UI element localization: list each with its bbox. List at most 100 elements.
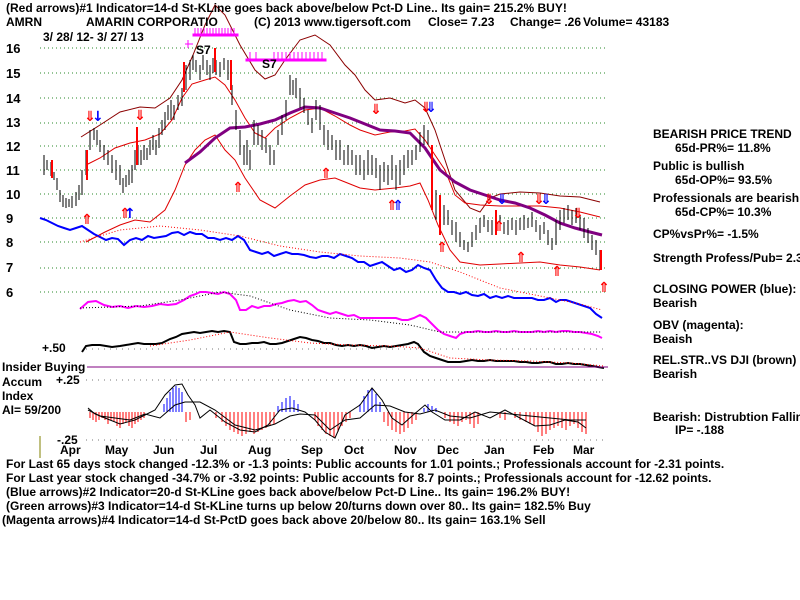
- date-range: 3/ 28/ 12- 3/ 27/ 13: [43, 30, 144, 44]
- month-dec: Dec: [437, 443, 460, 457]
- month-mar: Mar: [573, 443, 595, 457]
- indicator-4-description: (Magenta arrows)#4 Indicator=14-d St-Pct…: [2, 513, 546, 527]
- op-value: 65d-OP%= 93.5%: [675, 173, 773, 187]
- svg-text:⇓: ⇓: [540, 192, 552, 208]
- svg-text:⇓: ⇓: [496, 192, 508, 208]
- month-nov: Nov: [394, 443, 417, 457]
- y-tick-15: 15: [6, 66, 21, 81]
- closing-power-status: Bearish: [653, 296, 698, 310]
- obv-line: [79, 290, 603, 340]
- svg-text:⇑: ⇑: [320, 166, 332, 182]
- accum-index-histogram: [87, 383, 587, 439]
- upper-outer-band: [80, 4, 601, 213]
- s7-label-1: S7: [196, 43, 211, 57]
- y-tick-14: 14: [6, 91, 21, 106]
- obv-status: Beaish: [653, 332, 693, 346]
- ai-value: AI= 59/200: [2, 403, 62, 417]
- price-trend-title: BEARISH PRICE TREND: [653, 127, 792, 141]
- relstr-ma: [149, 331, 605, 367]
- index-label: Index: [2, 389, 34, 403]
- month-apr: Apr: [60, 443, 81, 457]
- pr-value: 65d-PR%= 11.8%: [675, 141, 771, 155]
- footer-65day-summary: For Last 65 days stock changed -12.3% or…: [6, 457, 725, 471]
- closing-power-ma: [79, 225, 603, 311]
- cp-vs-pr: CP%vsPr%= -1.5%: [653, 227, 759, 241]
- y-tick-11: 11: [6, 163, 20, 178]
- month-aug: Aug: [248, 443, 272, 457]
- svg-text:⇓: ⇓: [370, 102, 382, 118]
- relstr-line: [81, 329, 605, 369]
- svg-text:⇑: ⇑: [515, 250, 527, 266]
- copyright: (C) 2013 www.tigersoft.com: [254, 15, 411, 29]
- svg-text:⇓: ⇓: [134, 108, 146, 124]
- company-name: AMARIN CORPORATIO: [86, 15, 218, 29]
- svg-text:⇑: ⇑: [493, 219, 505, 235]
- month-jan: Jan: [484, 443, 505, 457]
- accum-bottom-level: -.25: [57, 433, 78, 447]
- svg-text:⇓: ⇓: [420, 100, 432, 116]
- y-tick-7: 7: [6, 260, 14, 275]
- obv-label: OBV (magenta):: [653, 318, 744, 332]
- indicator-3-description: (Green arrows)#3 Indicator=14-d St-KLine…: [6, 499, 591, 513]
- month-feb: Feb: [533, 443, 555, 457]
- ticker-symbol: AMRN: [6, 15, 42, 29]
- relstr-status: Bearish: [653, 367, 698, 381]
- price-bars: [43, 55, 601, 270]
- svg-text:⇑: ⇑: [232, 180, 244, 196]
- y-tick-8: 8: [6, 235, 14, 250]
- svg-text:⇑: ⇑: [598, 280, 610, 296]
- svg-text:⇓: ⇓: [483, 192, 495, 208]
- relstr-label: REL.STR..VS DJI (brown): [653, 353, 797, 367]
- lower-band: [85, 134, 601, 271]
- indicator-2-description: (Blue arrows)#2 Indicator=20-d St-KLine …: [6, 485, 571, 499]
- svg-text:⇑: ⇑: [119, 206, 131, 222]
- month-jul: Jul: [200, 443, 218, 457]
- svg-text:⇓: ⇓: [425, 100, 437, 116]
- svg-text:↓: ↓: [92, 109, 104, 125]
- magenta-sell-markers: [185, 28, 327, 62]
- footer-year-summary: For Last year stock changed -34.7% or -3…: [6, 471, 712, 485]
- accum-status: Bearish: Distrubtion Falling: [653, 410, 800, 424]
- s7-label-2: S7: [262, 57, 277, 71]
- y-tick-6: 6: [6, 285, 14, 300]
- upper-inner-band: [85, 76, 601, 218]
- accum-top-level: +.25: [56, 373, 80, 387]
- svg-text:⇑: ⇑: [436, 240, 448, 256]
- svg-text:⇑: ⇑: [392, 198, 404, 214]
- svg-text:⇑: ⇑: [551, 264, 563, 280]
- closing-power-label: CLOSING POWER (blue):: [653, 282, 797, 296]
- month-sep: Sep: [301, 443, 324, 457]
- signal-arrows: ⇓ ↓ ⇓ ⇑ ⇑ ↑ ⇑ ⇑ ⇓ ⇓ ⇓ ⇑ ⇑ ⇑ ⇓ ⇓ ⇓ ⇓ ⇑ ⇑ …: [81, 100, 610, 296]
- obv-level-label: +.50: [42, 341, 66, 355]
- y-tick-12: 12: [6, 139, 21, 154]
- ip-value: IP= -.188: [675, 423, 725, 437]
- closing-power-line: [39, 217, 603, 319]
- month-oct: Oct: [344, 443, 365, 457]
- svg-text:⇓: ⇓: [84, 109, 96, 125]
- indicator-1-description: (Red arrows)#1 Indicator=14-d St-KLine g…: [6, 1, 567, 15]
- month-jun: Jun: [153, 443, 175, 457]
- svg-text:⇑: ⇑: [386, 198, 398, 214]
- y-tick-10: 10: [6, 187, 21, 202]
- close-value: Close= 7.23: [428, 15, 495, 29]
- change-value: Change= .26: [510, 15, 582, 29]
- signal-verticals: [51, 48, 602, 270]
- svg-text:↑: ↑: [124, 206, 136, 222]
- svg-text:⇑: ⇑: [81, 212, 93, 228]
- volume-value: Volume= 43183: [583, 15, 670, 29]
- accum-label: Accum: [2, 375, 43, 389]
- professionals-title: Professionals are bearish: [653, 191, 800, 205]
- svg-text:⇓: ⇓: [533, 192, 545, 208]
- lower-grid: [86, 348, 605, 441]
- y-tick-9: 9: [6, 211, 14, 226]
- strength-ratio: Strength Profess/Pub= 2.3: [653, 251, 800, 265]
- public-title: Public is bullish: [653, 159, 745, 173]
- cp-value: 65d-CP%= 10.3%: [675, 205, 772, 219]
- svg-text:⇓: ⇓: [572, 206, 584, 222]
- moving-average: [184, 105, 603, 237]
- month-may: May: [105, 443, 129, 457]
- y-tick-16: 16: [6, 41, 21, 56]
- insider-buying-label: Insider Buying: [2, 360, 86, 374]
- y-tick-13: 13: [6, 115, 21, 130]
